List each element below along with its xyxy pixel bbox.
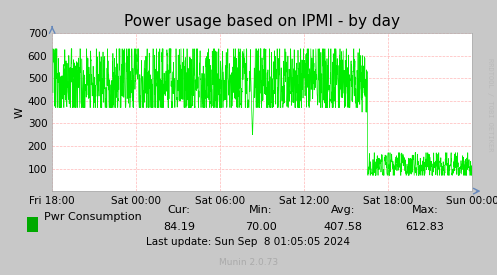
Text: 612.83: 612.83 <box>406 222 444 232</box>
Text: RRDTOOL / TOBI OETIKER: RRDTOOL / TOBI OETIKER <box>487 58 493 151</box>
Text: 70.00: 70.00 <box>245 222 277 232</box>
Text: 407.58: 407.58 <box>324 222 362 232</box>
Text: Last update: Sun Sep  8 01:05:05 2024: Last update: Sun Sep 8 01:05:05 2024 <box>147 237 350 247</box>
Text: Max:: Max: <box>412 205 438 215</box>
Text: 84.19: 84.19 <box>163 222 195 232</box>
Text: Pwr Consumption: Pwr Consumption <box>44 212 142 222</box>
Text: Min:: Min: <box>249 205 273 215</box>
Text: Avg:: Avg: <box>331 205 355 215</box>
Title: Power usage based on IPMI - by day: Power usage based on IPMI - by day <box>124 14 400 29</box>
Y-axis label: W: W <box>15 106 25 118</box>
Text: Cur:: Cur: <box>167 205 190 215</box>
Text: Munin 2.0.73: Munin 2.0.73 <box>219 258 278 267</box>
